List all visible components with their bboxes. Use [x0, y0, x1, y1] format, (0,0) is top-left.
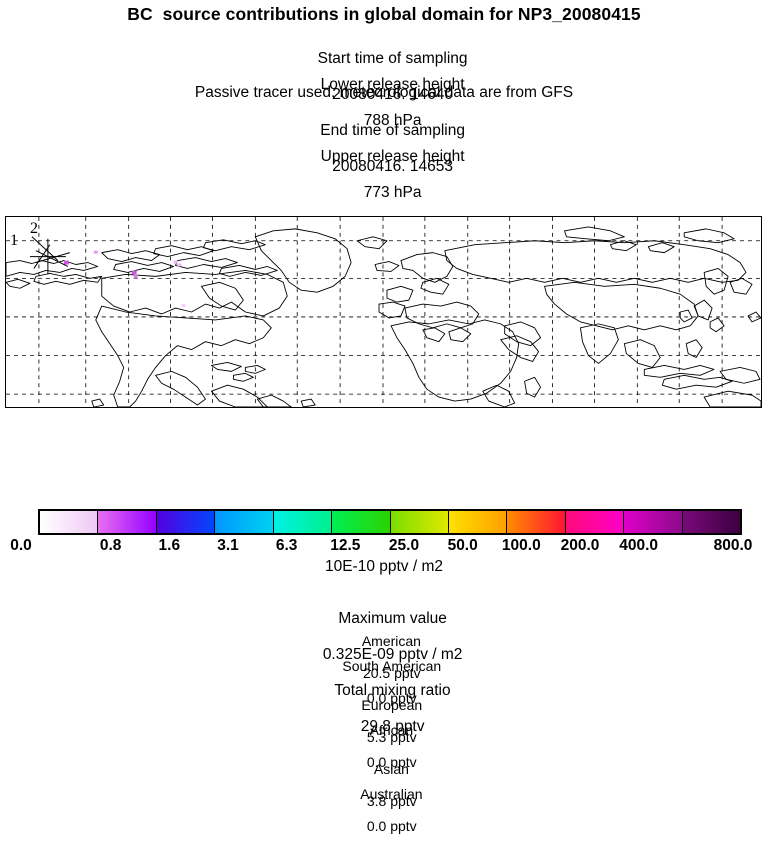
colorbar-unit-label: 10E-10 pptv / m2: [324, 558, 444, 575]
map-gridlines: [6, 217, 761, 407]
colorbar-segment-1: [98, 511, 157, 533]
release-heights-line: Lower release height 788 hPa Upper relea…: [0, 58, 768, 220]
release-label-2: 2: [30, 220, 38, 237]
colorbar-segment-4: [273, 511, 333, 533]
total-mixing-label: Total mixing ratio: [334, 682, 451, 699]
colorbar-segment-3: [215, 511, 274, 533]
colorbar-tick-8: 100.0: [501, 537, 541, 554]
colorbar-tick-10: 400.0: [619, 537, 659, 554]
colorbar-tick-0: 0.0: [10, 537, 32, 554]
colorbar-segment-6: [390, 511, 449, 533]
colorbar-segment-5: [332, 511, 391, 533]
sampling-times-line: Start time of sampling 20080416. 14640 E…: [0, 32, 768, 194]
lower-release-label: Lower release height: [320, 76, 465, 93]
colorbar-segment-2: [156, 511, 216, 533]
colorbar-tick-4: 6.3: [275, 537, 298, 554]
colorbar-tick-3: 3.1: [217, 537, 239, 554]
region-value-american: 20.5 pptv: [362, 665, 421, 681]
colorbar-tick-5: 12.5: [330, 537, 361, 554]
region-name-american: American: [361, 633, 421, 649]
colorbar-segment-11: [682, 511, 741, 533]
world-map-panel: 1 2: [5, 216, 762, 408]
region-name-african: African: [369, 722, 414, 738]
colorbar-segment-10: [624, 511, 683, 533]
colorbar-segment-7: [448, 511, 508, 533]
colorbar-tick-labels: 0.0 0.8 1.6 3.1 6.3 12.5 25.0 50.0 100.0 200.0 400…: [0, 537, 768, 555]
concentration-cells: [63, 250, 186, 308]
max-value-label: Maximum value: [338, 610, 447, 627]
region-name-australian: Australian: [360, 786, 423, 802]
upper-release-label: Upper release height: [320, 148, 465, 165]
region-value-european: 5.3 pptv: [366, 729, 417, 745]
region-row-south: South American 0.0 pptv African 0.0 pptv…: [0, 642, 768, 850]
region-name-south-american: South American: [342, 658, 442, 674]
max-value-value: 0.325E-09 pptv / m2: [322, 646, 463, 663]
plot-canvas: BC source contributions in global domain…: [0, 4, 768, 834]
colorbar-tick-6: 25.0: [388, 537, 420, 554]
region-value-african: 0.0 pptv: [366, 754, 417, 770]
colorbar-segment-0: [40, 511, 99, 533]
end-time-value: 20080416. 14653: [332, 158, 453, 175]
total-mixing-value: 29.8 pptv: [360, 718, 425, 735]
region-name-european: European: [361, 697, 423, 713]
max-value-row: Maximum value 0.325E-09 pptv / m2 Total …: [0, 592, 768, 754]
colorbar-segment-9: [565, 511, 625, 533]
colorbar-tick-11: 800.0: [713, 537, 753, 554]
release-point-marker: [29, 236, 70, 275]
upper-release-value: 773 hPa: [363, 184, 422, 201]
colorbar: [38, 509, 742, 535]
tracer-note: Passive tracer used, meteorological data…: [194, 84, 574, 101]
colorbar-segment-8: [507, 511, 566, 533]
start-time-label: Start time of sampling: [317, 50, 468, 67]
colorbar-tick-7: 50.0: [447, 537, 478, 554]
colorbar-tick-2: 1.6: [158, 537, 181, 554]
colorbar-tick-1: 0.8: [99, 537, 122, 554]
region-value-australian: 0.0 pptv: [366, 818, 417, 834]
page-title: BC source contributions in global domain…: [127, 4, 641, 24]
colorbar-tick-9: 200.0: [560, 537, 600, 554]
release-label-1: 1: [10, 232, 18, 249]
region-value-south-american: 0.0 pptv: [366, 690, 417, 706]
lower-release-value: 788 hPa: [363, 112, 422, 129]
coastlines: [6, 226, 761, 407]
end-time-label: End time of sampling: [320, 122, 465, 139]
start-time-value: 20080416. 14640: [332, 86, 453, 103]
